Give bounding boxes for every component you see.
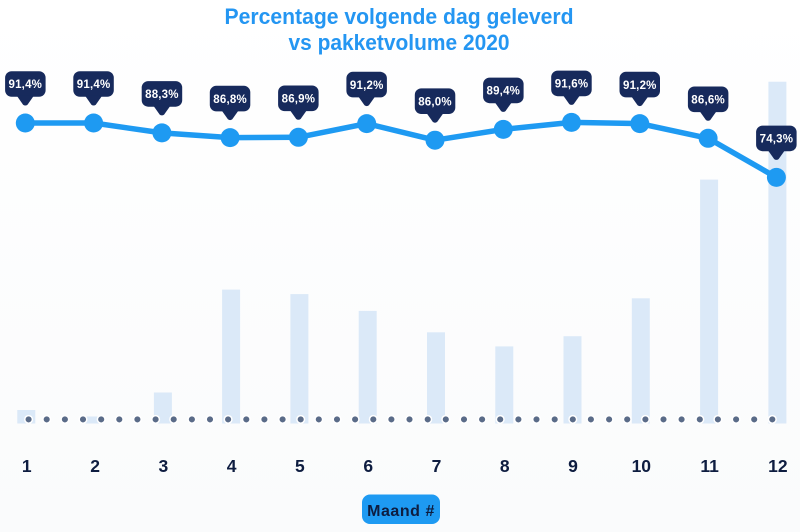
svg-text:8: 8 [500,456,510,476]
svg-text:3: 3 [159,456,169,476]
svg-text:86,8%: 86,8% [213,94,247,106]
svg-text:10: 10 [632,456,652,476]
svg-text:91,4%: 91,4% [8,79,42,91]
svg-text:89,4%: 89,4% [486,86,520,98]
svg-text:86,9%: 86,9% [282,94,316,106]
svg-text:86,6%: 86,6% [691,95,725,107]
svg-text:7: 7 [432,456,442,476]
svg-text:5: 5 [295,456,305,476]
svg-text:1: 1 [22,456,32,476]
svg-text:Percentage volgende dag geleve: Percentage volgende dag geleverd [225,4,574,29]
svg-text:91,4%: 91,4% [77,79,111,91]
svg-text:91,6%: 91,6% [555,79,589,91]
svg-text:4: 4 [227,456,237,476]
svg-text:9: 9 [568,456,578,476]
svg-text:11: 11 [700,456,719,476]
svg-text:2: 2 [90,456,100,476]
svg-text:91,2%: 91,2% [350,80,384,92]
svg-text:86,0%: 86,0% [418,96,452,108]
svg-text:91,2%: 91,2% [623,80,657,92]
svg-text:88,3%: 88,3% [145,89,179,101]
svg-text:vs pakketvolume 2020: vs pakketvolume 2020 [289,30,510,55]
svg-text:74,3%: 74,3% [760,134,794,146]
svg-text:12: 12 [768,456,788,476]
svg-text:6: 6 [363,456,373,476]
svg-text:Maand #: Maand # [367,503,435,520]
